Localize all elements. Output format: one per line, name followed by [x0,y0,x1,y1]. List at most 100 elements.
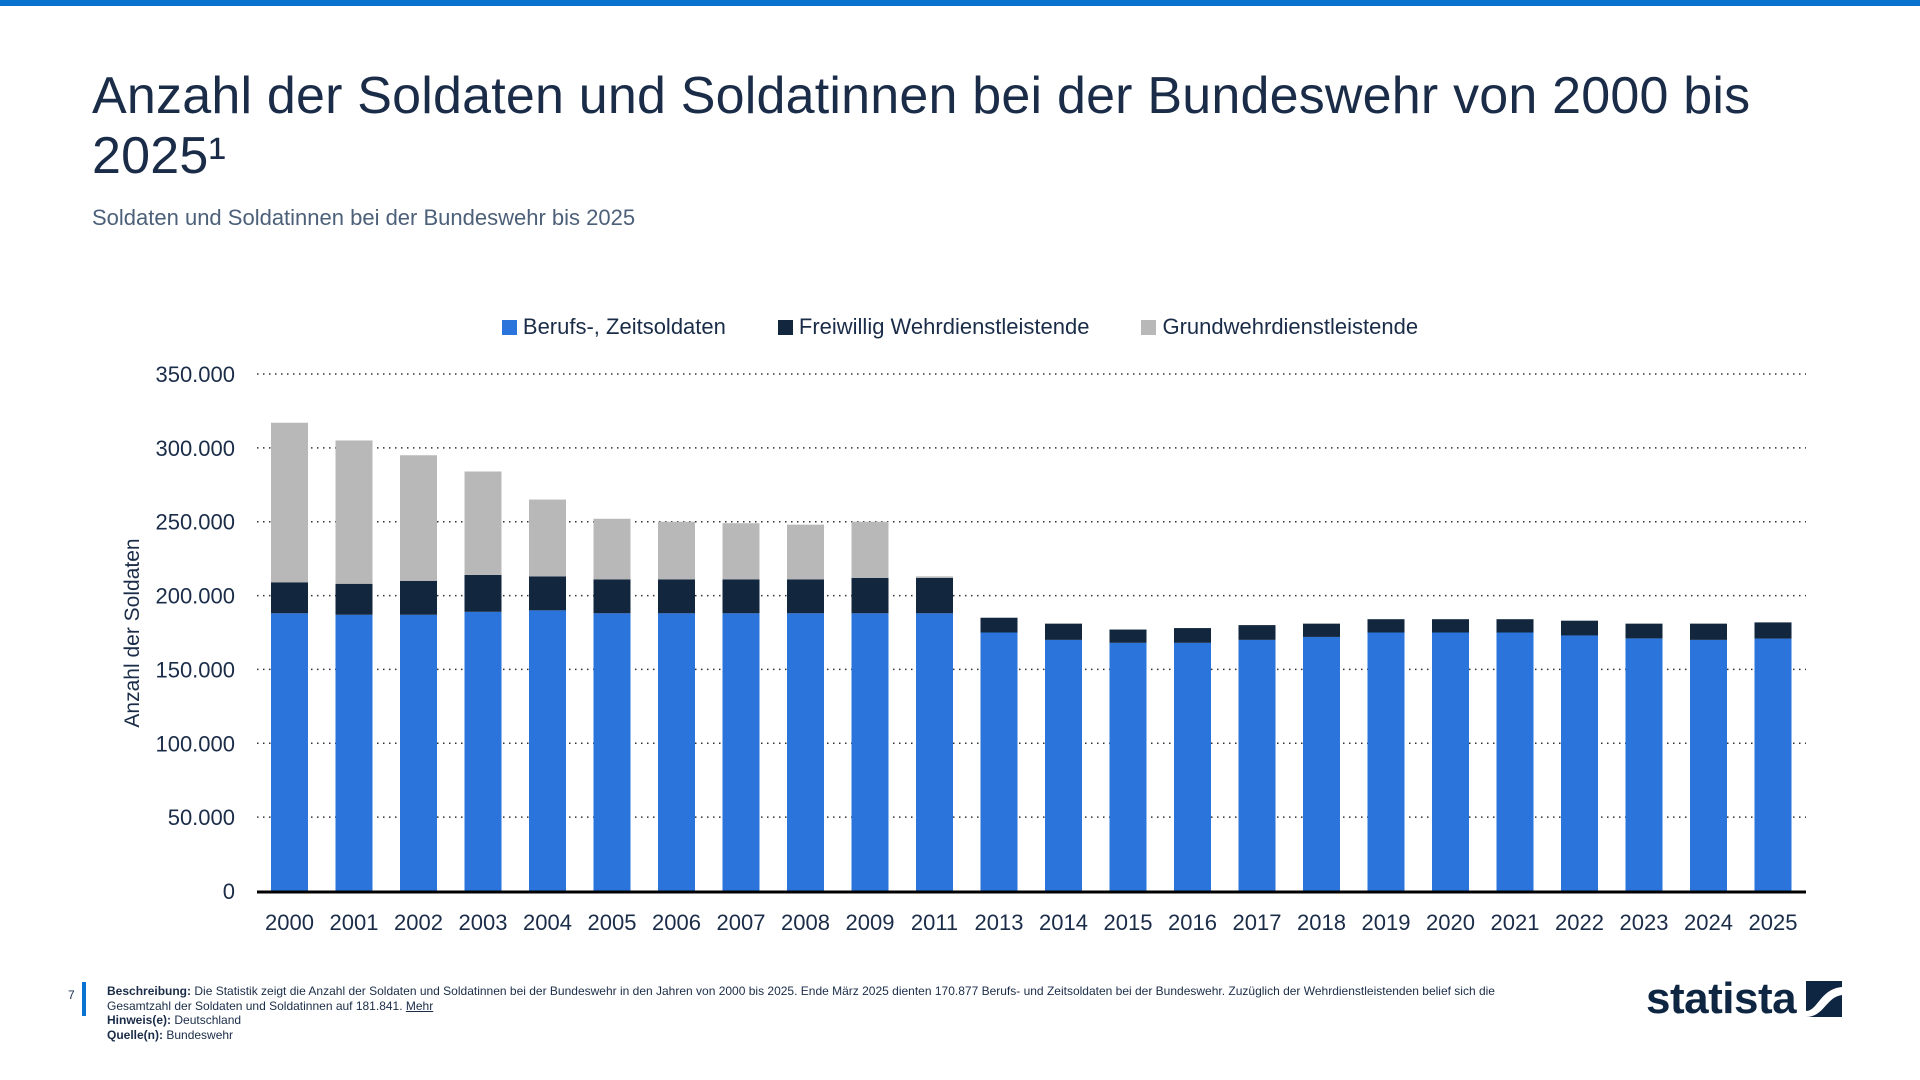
bar-freiwillig-2007[interactable] [722,579,760,614]
bar-freiwillig-2005[interactable] [593,579,631,614]
page-marker [82,982,86,1016]
bar-freiwillig-2013[interactable] [980,617,1018,633]
bar-freiwillig-2019[interactable] [1367,619,1405,633]
bar-group-2001[interactable] [335,440,373,891]
bar-freiwillig-2006[interactable] [658,579,695,614]
bar-berufs-2007[interactable] [722,613,760,891]
bar-group-2018[interactable] [1303,623,1340,891]
bar-freiwillig-2021[interactable] [1496,619,1534,633]
bar-freiwillig-2023[interactable] [1625,623,1663,639]
bar-freiwillig-2017[interactable] [1238,625,1276,640]
legend-swatch-berufs [501,319,517,335]
legend-item-berufs[interactable]: Berufs-, Zeitsoldaten [501,314,726,340]
bar-freiwillig-2016[interactable] [1174,628,1211,643]
bar-freiwillig-2000[interactable] [271,582,308,614]
bar-berufs-2000[interactable] [271,613,308,891]
bar-berufs-2020[interactable] [1432,632,1469,892]
x-tick-label: 2006 [652,910,701,935]
bar-freiwillig-2011[interactable] [916,577,953,614]
bar-group-2014[interactable] [1045,623,1082,891]
bar-group-2022[interactable] [1561,620,1598,891]
bar-freiwillig-2004[interactable] [529,576,566,611]
bar-berufs-2004[interactable] [529,610,566,891]
notes-label: Hinweis(e): [107,1013,172,1027]
bar-group-2021[interactable] [1496,619,1534,892]
bar-grundwehr-2004[interactable] [529,499,566,577]
bar-berufs-2025[interactable] [1754,638,1792,891]
bar-grundwehr-2007[interactable] [722,523,760,580]
bar-berufs-2009[interactable] [851,613,889,891]
bar-group-2007[interactable] [722,523,760,891]
bar-group-2000[interactable] [271,422,308,891]
bar-group-2019[interactable] [1367,619,1405,892]
bar-freiwillig-2002[interactable] [400,580,437,615]
bar-berufs-2003[interactable] [464,611,502,891]
bar-freiwillig-2003[interactable] [464,574,502,612]
statista-logo[interactable]: statista [1646,974,1843,1024]
bar-grundwehr-2005[interactable] [593,518,631,580]
bar-berufs-2022[interactable] [1561,635,1598,891]
bar-group-2015[interactable] [1109,629,1147,891]
bar-group-2002[interactable] [400,455,437,891]
x-tick-label: 2019 [1362,910,1411,935]
bar-freiwillig-2014[interactable] [1045,623,1082,640]
bar-group-2003[interactable] [464,471,502,891]
source-text: Bundeswehr [166,1027,234,1042]
bar-berufs-2005[interactable] [593,613,631,891]
legend-label-freiwillig: Freiwillig Wehrdienstleistende [798,314,1090,339]
bar-grundwehr-2003[interactable] [464,471,502,575]
bar-freiwillig-2001[interactable] [335,583,373,615]
bar-freiwillig-2024[interactable] [1690,623,1727,640]
bar-berufs-2018[interactable] [1303,636,1340,891]
bar-berufs-2011[interactable] [916,613,953,891]
logo-text: statista [1646,974,1797,1023]
bar-group-2006[interactable] [658,521,695,891]
bar-freiwillig-2009[interactable] [851,577,889,614]
bar-group-2013[interactable] [980,617,1018,892]
bar-grundwehr-2002[interactable] [400,455,437,581]
bar-group-2005[interactable] [593,518,631,891]
x-tick-label: 2020 [1426,910,1475,935]
bar-group-2011[interactable] [916,576,953,891]
bar-grundwehr-2009[interactable] [851,521,889,578]
bar-freiwillig-2022[interactable] [1561,620,1598,636]
bar-group-2004[interactable] [529,499,566,891]
more-link[interactable]: Mehr [405,998,434,1013]
bar-freiwillig-2025[interactable] [1754,622,1792,639]
bar-berufs-2023[interactable] [1625,638,1663,891]
legend-item-grundwehr[interactable]: Grundwehrdienstleistende [1141,314,1418,340]
bar-berufs-2017[interactable] [1238,639,1276,891]
bar-group-2009[interactable] [851,521,889,891]
bar-berufs-2008[interactable] [787,613,824,891]
bar-group-2024[interactable] [1690,623,1727,891]
bar-berufs-2016[interactable] [1174,642,1211,891]
bar-grundwehr-2011[interactable] [916,576,953,578]
bar-berufs-2019[interactable] [1367,632,1405,892]
bars [271,422,1792,892]
bar-grundwehr-2008[interactable] [787,524,824,580]
x-tick-label: 2002 [394,910,443,935]
legend-item-freiwillig[interactable]: Freiwillig Wehrdienstleistende [777,314,1090,340]
bar-grundwehr-2000[interactable] [271,422,308,583]
bar-group-2008[interactable] [787,524,824,891]
bar-freiwillig-2020[interactable] [1432,619,1469,633]
y-tick-label: 250.000 [155,510,235,535]
bar-grundwehr-2001[interactable] [335,440,373,584]
bar-berufs-2014[interactable] [1045,639,1082,891]
bar-berufs-2021[interactable] [1496,632,1534,892]
bar-freiwillig-2018[interactable] [1303,623,1340,637]
bar-freiwillig-2008[interactable] [787,579,824,614]
bar-berufs-2024[interactable] [1690,639,1727,891]
bar-group-2017[interactable] [1238,625,1276,891]
bar-grundwehr-2006[interactable] [658,521,695,580]
bar-group-2023[interactable] [1625,623,1663,891]
bar-freiwillig-2015[interactable] [1109,629,1147,643]
bar-berufs-2001[interactable] [335,614,373,891]
bar-group-2016[interactable] [1174,628,1211,891]
bar-berufs-2002[interactable] [400,614,437,891]
bar-berufs-2013[interactable] [980,632,1018,892]
bar-berufs-2006[interactable] [658,613,695,891]
bar-group-2020[interactable] [1432,619,1469,891]
bar-berufs-2015[interactable] [1109,642,1147,891]
bar-group-2025[interactable] [1754,622,1792,891]
